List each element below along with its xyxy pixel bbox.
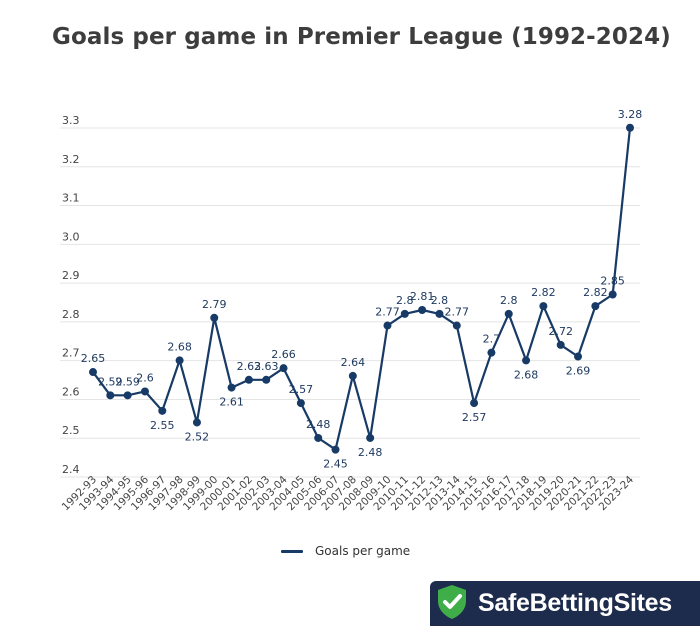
data-label: 2.68 (167, 340, 192, 353)
data-point[interactable] (175, 356, 184, 365)
data-point[interactable] (366, 433, 375, 442)
data-label: 2.68 (514, 368, 539, 381)
data-point[interactable] (435, 309, 444, 318)
brand-name: SafeBettingSites (478, 589, 672, 617)
data-label: 2.64 (341, 356, 366, 369)
data-label: 3.28 (618, 108, 643, 121)
y-tick-label: 3.3 (62, 114, 80, 127)
data-point[interactable] (470, 399, 479, 408)
data-point[interactable] (504, 309, 513, 318)
data-label: 2.77 (375, 306, 400, 319)
y-tick-label: 2.4 (62, 463, 80, 476)
data-point[interactable] (591, 302, 600, 311)
data-label: 2.57 (289, 383, 314, 396)
data-point[interactable] (539, 302, 548, 311)
data-point[interactable] (608, 290, 617, 299)
x-axis-ticks: 1992-931993-941994-951995-961996-971997-… (60, 473, 637, 513)
data-label: 2.48 (306, 418, 331, 431)
data-label: 2.59 (98, 375, 123, 388)
data-point[interactable] (331, 445, 340, 454)
data-point[interactable] (314, 433, 323, 442)
y-tick-label: 3.0 (62, 230, 80, 243)
data-point[interactable] (227, 383, 236, 392)
data-label: 2.55 (150, 419, 175, 432)
gridlines (60, 127, 640, 478)
data-point[interactable] (210, 313, 219, 322)
data-label: 2.81 (410, 290, 435, 303)
shield-check-icon (436, 584, 468, 624)
data-point[interactable] (192, 418, 201, 427)
data-label: 2.8 (396, 294, 414, 307)
y-tick-label: 3.1 (62, 192, 80, 205)
data-label: 2.72 (548, 325, 573, 338)
data-point[interactable] (522, 356, 531, 365)
data-label: 2.57 (462, 411, 487, 424)
y-tick-label: 2.7 (62, 347, 80, 360)
data-point[interactable] (383, 321, 392, 330)
data-point[interactable] (279, 364, 288, 373)
legend-swatch (281, 549, 303, 553)
legend[interactable]: Goals per game (281, 544, 410, 558)
data-label: 2.82 (583, 286, 608, 299)
chart-title: Goals per game in Premier League (1992-2… (52, 24, 671, 50)
data-label: 2.8 (500, 294, 518, 307)
data-point[interactable] (106, 391, 115, 400)
data-label: 2.61 (219, 396, 244, 409)
y-tick-label: 2.9 (62, 269, 80, 282)
data-label: 2.66 (271, 348, 296, 361)
data-point[interactable] (452, 321, 461, 330)
data-label: 2.59 (115, 375, 140, 388)
series-line (92, 127, 632, 451)
y-tick-label: 2.8 (62, 308, 80, 321)
data-point[interactable] (556, 340, 565, 349)
data-point[interactable] (400, 309, 409, 318)
data-labels: 2.652.592.592.62.552.682.522.792.612.632… (81, 108, 643, 471)
y-tick-label: 2.6 (62, 385, 80, 398)
data-point[interactable] (140, 387, 149, 396)
y-tick-label: 2.5 (62, 424, 80, 437)
data-label: 2.77 (445, 306, 470, 319)
data-label: 2.79 (202, 298, 227, 311)
data-points (89, 123, 634, 454)
data-point[interactable] (262, 375, 271, 384)
brand-logo[interactable]: SafeBettingSites (430, 581, 700, 626)
data-label: 2.69 (566, 365, 591, 378)
data-label: 2.8 (431, 294, 449, 307)
data-label: 2.6 (136, 371, 154, 384)
data-point[interactable] (296, 399, 305, 408)
data-point[interactable] (418, 306, 427, 315)
data-label: 2.85 (600, 275, 625, 288)
data-point[interactable] (348, 371, 357, 380)
y-axis-ticks: 2.4 2.5 2.6 2.7 2.8 2.9 3.0 3.1 3.2 3.3 (62, 114, 80, 476)
data-label: 2.48 (358, 446, 383, 459)
data-point[interactable] (574, 352, 583, 361)
data-label: 2.52 (185, 430, 210, 443)
data-point[interactable] (89, 368, 97, 377)
data-label: 2.63 (237, 360, 262, 373)
data-label: 2.45 (323, 458, 348, 471)
legend-label: Goals per game (315, 544, 411, 558)
data-point[interactable] (487, 348, 496, 357)
data-label: 2.82 (531, 286, 556, 299)
line-chart: 2.4 2.5 2.6 2.7 2.8 2.9 3.0 3.1 3.2 3.3 1992-9319… (60, 108, 643, 513)
data-label: 2.63 (254, 360, 279, 373)
data-point[interactable] (244, 375, 253, 384)
data-point[interactable] (123, 391, 132, 400)
data-point[interactable] (158, 406, 167, 415)
data-point[interactable] (626, 123, 634, 132)
y-tick-label: 3.2 (62, 153, 80, 166)
data-label: 2.65 (81, 352, 106, 365)
data-label: 2.7 (483, 333, 501, 346)
